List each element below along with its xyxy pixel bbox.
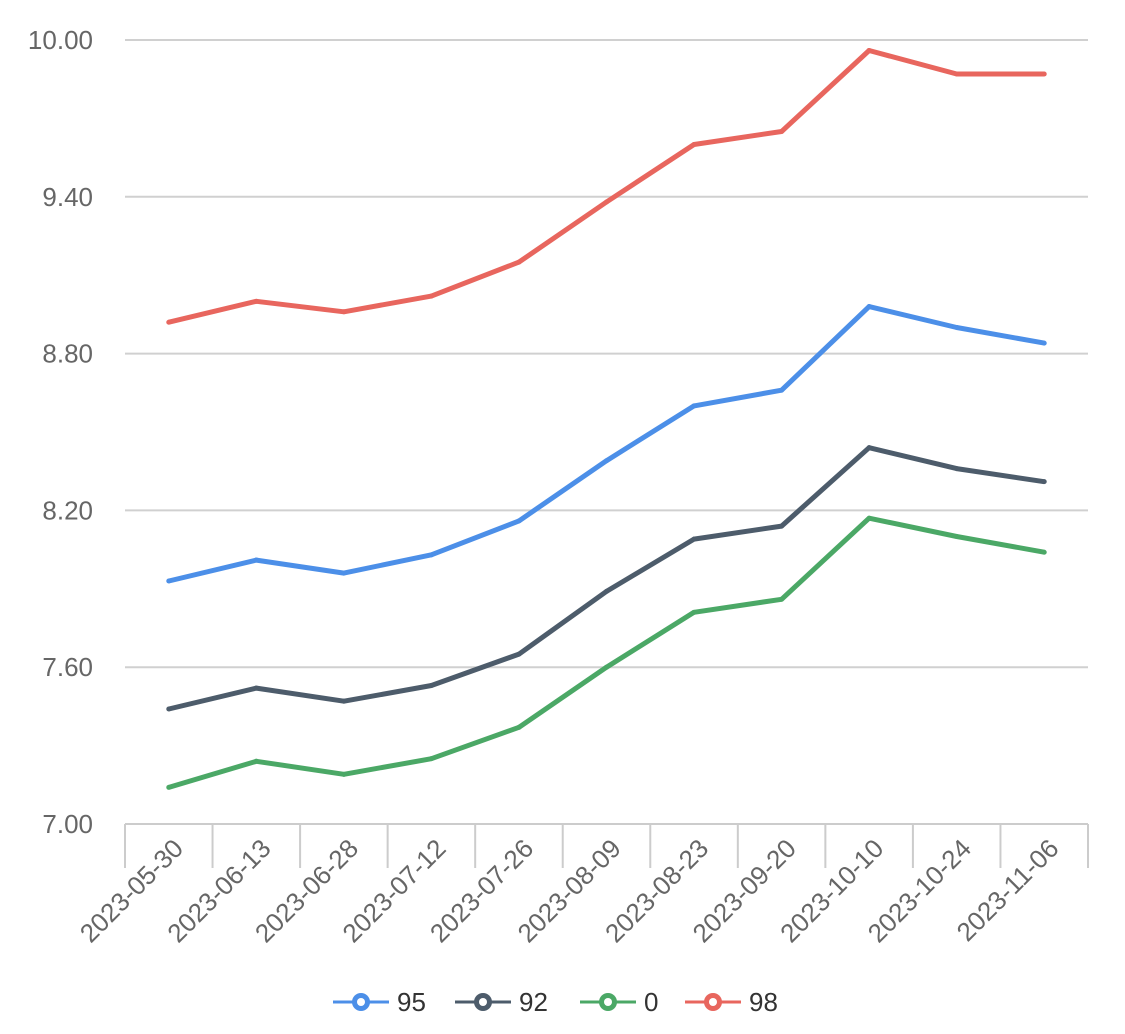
data-point-98 (779, 128, 785, 134)
legend-marker-center (357, 998, 365, 1006)
data-point-95 (253, 557, 259, 563)
data-point-98 (866, 47, 872, 53)
data-point-0 (779, 596, 785, 602)
data-point-98 (166, 319, 172, 325)
data-point-98 (253, 298, 259, 304)
data-point-92 (253, 685, 259, 691)
data-point-95 (166, 578, 172, 584)
legend-item-95[interactable]: 95 (333, 987, 426, 1017)
data-point-95 (779, 387, 785, 393)
data-point-92 (954, 466, 960, 472)
data-point-92 (166, 706, 172, 712)
data-point-0 (166, 784, 172, 790)
data-point-98 (691, 142, 697, 148)
series-line-98 (168, 48, 1045, 325)
data-point-0 (1041, 549, 1047, 555)
data-point-0 (954, 534, 960, 540)
data-point-92 (779, 523, 785, 529)
data-point-0 (253, 758, 259, 764)
data-point-92 (428, 682, 434, 688)
data-point-98 (516, 259, 522, 265)
data-point-95 (516, 518, 522, 524)
data-point-95 (604, 458, 609, 464)
y-tick-label: 9.40 (42, 182, 93, 212)
data-point-0 (604, 664, 609, 670)
data-point-0 (866, 515, 872, 521)
y-tick-label: 8.20 (42, 495, 93, 525)
legend-label: 98 (749, 987, 778, 1017)
series-line-0 (168, 515, 1045, 790)
data-point-95 (954, 324, 960, 330)
data-point-98 (604, 199, 609, 205)
data-point-92 (866, 445, 872, 451)
y-tick-label: 10.00 (28, 25, 93, 55)
data-point-98 (1041, 71, 1047, 77)
legend-marker-center (709, 998, 717, 1006)
data-point-98 (428, 293, 434, 299)
y-tick-label: 7.60 (42, 652, 93, 682)
legend-marker-center (479, 998, 487, 1006)
data-point-0 (341, 771, 347, 777)
data-point-95 (866, 304, 872, 310)
data-point-92 (516, 651, 522, 657)
data-point-92 (604, 588, 609, 594)
legend-item-0[interactable]: 0 (580, 987, 658, 1017)
data-point-0 (428, 756, 434, 762)
data-point-95 (1041, 340, 1047, 346)
data-point-95 (341, 570, 347, 576)
legend-label: 92 (519, 987, 548, 1017)
y-tick-labels: 7.00 7.60 8.20 8.80 9.40 10.00 (28, 25, 93, 839)
data-point-95 (691, 403, 697, 409)
data-point-92 (341, 698, 347, 704)
legend-item-98[interactable]: 98 (685, 987, 778, 1017)
series-lines (166, 47, 1047, 790)
grid-lines (125, 39, 1088, 669)
y-tick-label: 7.00 (42, 809, 93, 839)
data-point-95 (428, 552, 434, 558)
legend-marker-center (604, 998, 612, 1006)
legend-label: 95 (397, 987, 426, 1017)
series-line-95 (168, 304, 1045, 584)
data-point-0 (691, 609, 697, 615)
legend-item-92[interactable]: 92 (455, 987, 548, 1017)
axes (124, 823, 1089, 868)
data-point-92 (1041, 479, 1047, 485)
data-point-92 (691, 536, 697, 542)
x-tick-labels: 2023-05-302023-06-132023-06-282023-07-12… (74, 833, 1065, 948)
legend-label: 0 (644, 987, 658, 1017)
y-tick-label: 8.80 (42, 339, 93, 369)
data-point-0 (516, 724, 522, 730)
legend: 95 92 0 98 (333, 987, 778, 1017)
data-point-98 (341, 309, 347, 315)
data-point-98 (954, 71, 960, 77)
